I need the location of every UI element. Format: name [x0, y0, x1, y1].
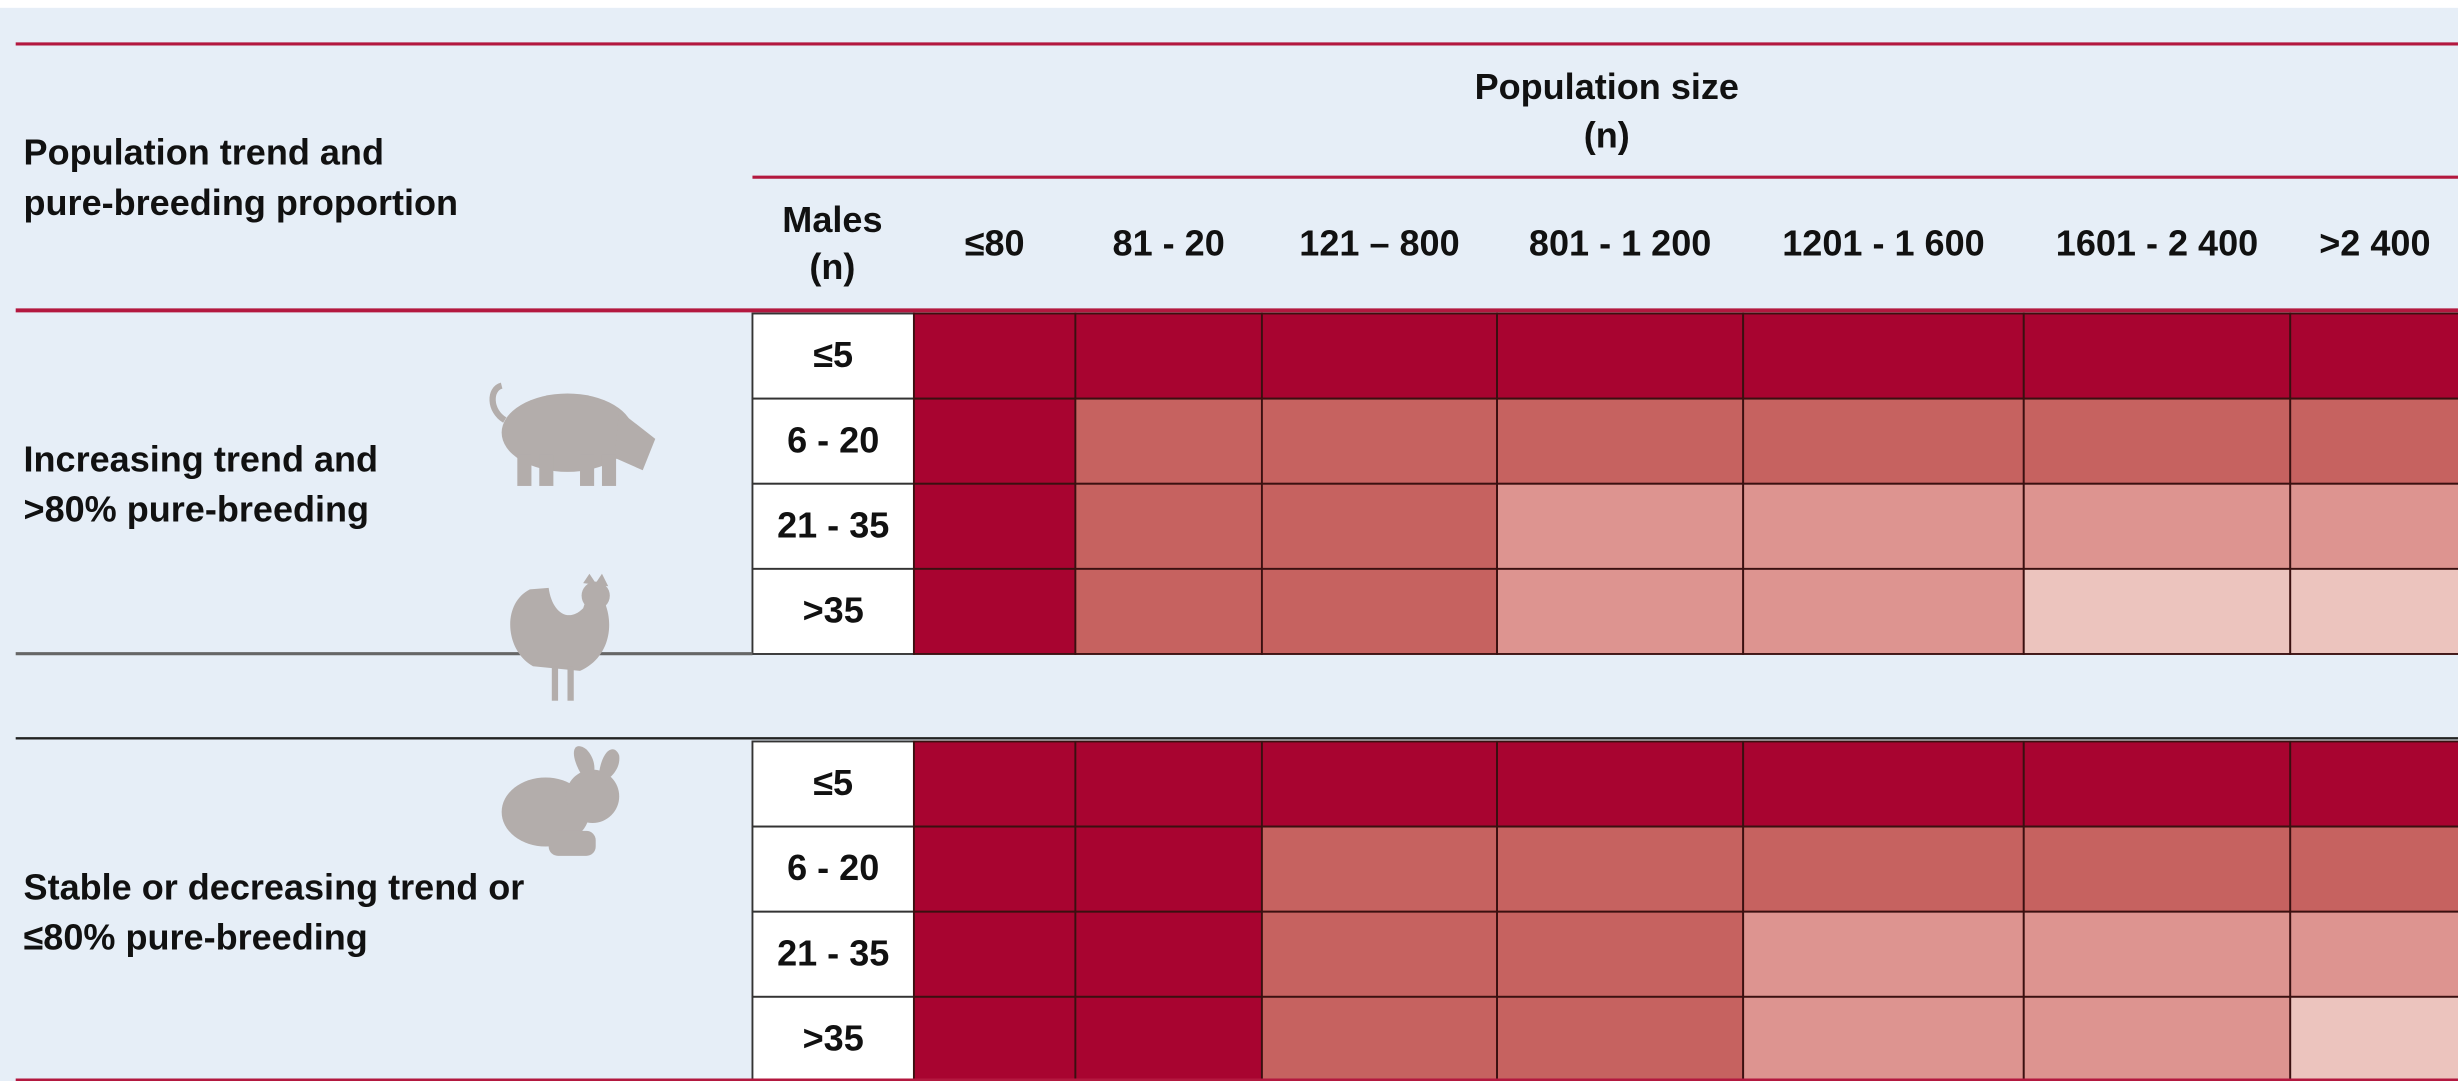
males-label: >35: [803, 590, 864, 631]
males-label: 6 - 20: [787, 419, 879, 460]
column-header: >2 400: [2319, 223, 2430, 264]
risk-cell: [2289, 910, 2458, 998]
risk-cell: [2022, 312, 2292, 400]
risk-cell: [2022, 567, 2292, 655]
group-label: Increasing trend and: [24, 438, 379, 479]
risk-cell: [2289, 567, 2458, 655]
males-cell: [751, 910, 915, 998]
risk-cell: [2022, 995, 2292, 1081]
row-header: pure-breeding proportion: [24, 182, 459, 223]
pig-icon: [489, 382, 656, 486]
risk-cell: [2022, 910, 2292, 998]
risk-cell: [912, 995, 1077, 1081]
males-label: 21 - 35: [777, 932, 889, 973]
risk-cell: [912, 397, 1077, 485]
males-cell: [751, 825, 915, 913]
risk-cell: [1260, 825, 1498, 913]
group-label: Stable or decreasing trend or: [24, 866, 525, 907]
males-label: 21 - 35: [777, 504, 889, 545]
risk-cell: [1742, 995, 2025, 1081]
males-label: ≤5: [813, 334, 853, 375]
column-header: ≤80: [965, 223, 1025, 264]
males-label: 6 - 20: [787, 847, 879, 888]
risk-cell: [1260, 312, 1498, 400]
risk-cell: [1742, 910, 2025, 998]
males-cell: [751, 995, 915, 1081]
column-group-header: (n): [1584, 114, 1630, 155]
risk-cell: [1742, 312, 2025, 400]
risk-cell: [1742, 825, 2025, 913]
column-group-header: Population size: [1475, 66, 1739, 107]
males-header: Males: [782, 199, 882, 240]
risk-cell: [912, 567, 1077, 655]
rooster-icon: [510, 573, 610, 701]
risk-cell: [2022, 825, 2292, 913]
group-label: ≤80% pure-breeding: [24, 916, 368, 957]
risk-cell: [1496, 910, 1745, 998]
risk-cell: [1074, 397, 1263, 485]
risk-cell: [1260, 740, 1498, 828]
risk-cell: [2289, 825, 2458, 913]
risk-cell: [1496, 312, 1745, 400]
row-header: Population trend and: [24, 132, 384, 173]
males-cell: [751, 567, 915, 655]
column-header: 121 – 800: [1299, 223, 1459, 264]
risk-cell: [2289, 312, 2458, 400]
males-header: (n): [809, 246, 855, 287]
risk-cell: [1074, 825, 1263, 913]
risk-cell: [2289, 740, 2458, 828]
risk-cell: [1496, 740, 1745, 828]
risk-cell: [912, 825, 1077, 913]
icons: [489, 382, 656, 856]
risk-cell: [1074, 910, 1263, 998]
risk-cell: [912, 910, 1077, 998]
risk-cell: [912, 312, 1077, 400]
males-label: ≤5: [813, 762, 853, 803]
risk-cell: [1496, 482, 1745, 570]
risk-cell: [1742, 740, 2025, 828]
column-header: 81 - 20: [1113, 223, 1225, 264]
risk-cell: [1074, 567, 1263, 655]
column-header: 1601 - 2 400: [2056, 223, 2258, 264]
risk-cell: [2289, 397, 2458, 485]
risk-cell: [1742, 567, 2025, 655]
risk-cell: [1260, 397, 1498, 485]
males-cell: [751, 740, 915, 828]
risk-cell: [1074, 482, 1263, 570]
risk-cell: [2022, 740, 2292, 828]
column-header: 801 - 1 200: [1529, 223, 1711, 264]
risk-cell: [1260, 567, 1498, 655]
risk-cell: [1496, 567, 1745, 655]
risk-cell: [1742, 482, 2025, 570]
risk-cell: [1074, 312, 1263, 400]
risk-cell: [1742, 397, 2025, 485]
males-label: >35: [803, 1017, 864, 1058]
risk-cell: [1496, 397, 1745, 485]
risk-cell: [1496, 995, 1745, 1081]
risk-cell: [2289, 995, 2458, 1081]
risk-cell: [912, 482, 1077, 570]
risk-cell: [1496, 825, 1745, 913]
risk-cell: [2022, 482, 2292, 570]
rabbit-icon: [501, 746, 620, 856]
risk-cell: [2022, 397, 2292, 485]
column-header: 1201 - 1 600: [1782, 223, 1984, 264]
risk-cell: [2289, 482, 2458, 570]
risk-cell: [1260, 910, 1498, 998]
risk-cell: [1074, 995, 1263, 1081]
risk-cell: [912, 740, 1077, 828]
group-label: >80% pure-breeding: [24, 488, 370, 529]
risk-cell: [1074, 740, 1263, 828]
risk-cell: [1260, 482, 1498, 570]
risk-cell: [1260, 995, 1498, 1081]
